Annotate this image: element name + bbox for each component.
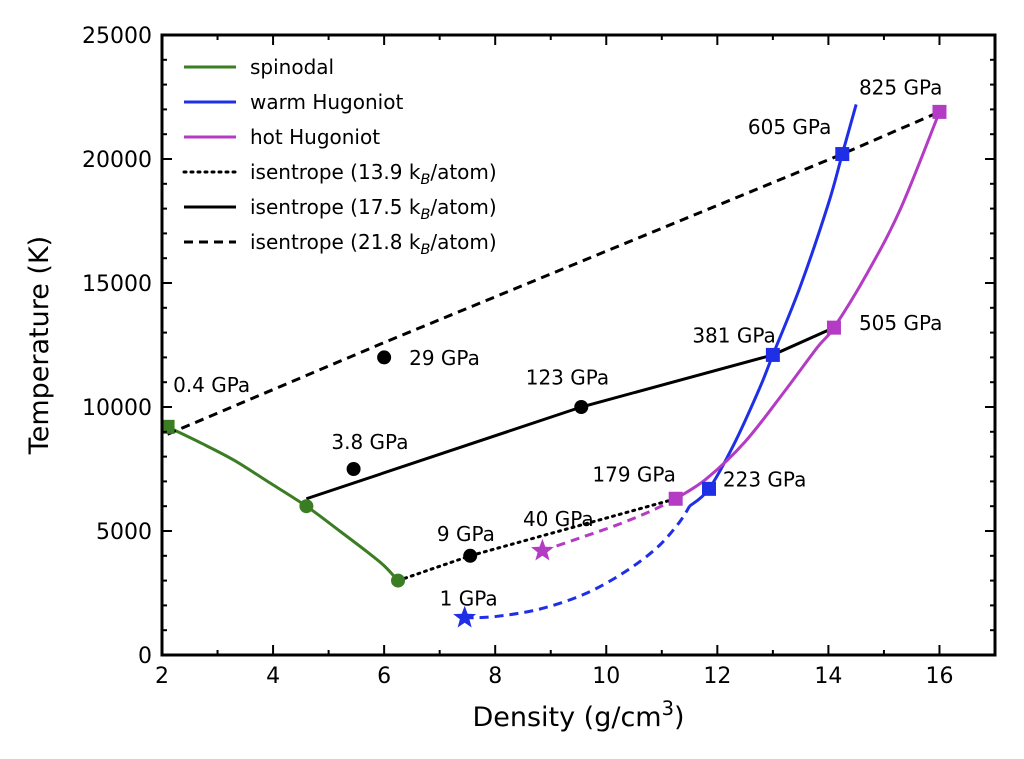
plot-frame: [160, 33, 997, 657]
marker-square-12: [668, 491, 683, 506]
annotation-label-505-gpa: 505 GPa: [859, 311, 942, 335]
marker-circle-3: [377, 350, 392, 365]
marker-square-11: [826, 320, 841, 335]
x-tick-label: 8: [488, 664, 502, 689]
marker-square-7: [835, 147, 850, 162]
annotation-label-123-gpa: 123 GPa: [526, 366, 609, 390]
axes-layer: 2 4 6 8 10 12 14 16 0 5000 10000 15000 20000 25000 Den…: [24, 24, 997, 733]
y-tick-label: 0: [138, 644, 152, 669]
annotation-label-381-gpa: 381 GPa: [692, 324, 775, 348]
y-tick-label: 20000: [82, 148, 152, 173]
legend-label-isentrope-17-5-k-b-atom: isentrope (17.5 kB​/atom): [250, 195, 497, 223]
marker-circle-5: [346, 462, 361, 476]
series-line-isentrope-21-8-k-b-atom: [166, 110, 941, 436]
y-tick-label: 15000: [82, 272, 152, 297]
series-line-hot-hugoniot: [674, 111, 941, 501]
legend-label-isentrope-21-8-k-b-atom: isentrope (21.8 kB​/atom): [250, 230, 497, 258]
annotation-label-223-gpa: 223 GPa: [723, 467, 806, 491]
marker-star-14: [531, 538, 554, 561]
annotation-label-605-gpa: 605 GPa: [748, 115, 831, 139]
annotation-label-9-gpa: 9 GPa: [437, 522, 495, 546]
marker-square-2: [160, 419, 175, 434]
annotation-label-179-gpa: 179 GPa: [592, 462, 675, 486]
legend: spinodal warm Hugoniot hot Hugoniot isentro…: [182, 55, 497, 258]
annotation-label-29-gpa: 29 GPa: [409, 346, 480, 370]
marker-circle-4: [574, 400, 589, 414]
annotation-label-40-gpa: 40 GPa: [523, 507, 594, 531]
y-tick-label: 10000: [82, 396, 152, 421]
legend-label-isentrope-13-9-k-b-atom: isentrope (13.9 kB​/atom): [250, 160, 497, 188]
series-line-warm-hugoniot: [688, 104, 858, 508]
annotation-label-825-gpa: 825 GPa: [859, 76, 942, 100]
x-tick-label: 4: [266, 664, 280, 689]
marker-square-10: [932, 104, 947, 119]
series-line-hot-hugoniot-dashed: [541, 497, 677, 553]
annotation-label-3-8-gpa: 3.8 GPa: [331, 430, 408, 454]
x-tick-label: 2: [155, 664, 169, 689]
marker-star-13: [453, 605, 477, 628]
annotation-label-0-4-gpa: 0.4 GPa: [173, 373, 250, 397]
x-tick-label: 10: [592, 664, 620, 689]
series-line-isentrope-17-5-k-b-atom: [305, 326, 835, 501]
y-axis-title: Temperature (K): [24, 236, 55, 455]
marker-circle-6: [463, 548, 478, 563]
marker-square-9: [702, 481, 717, 496]
x-tick-label: 14: [814, 664, 842, 689]
legend-label-warm-hugoniot: warm Hugoniot: [250, 90, 403, 114]
series-line-warm-hugoniot-dashed: [464, 505, 691, 620]
marker-circle-1: [391, 573, 406, 588]
x-tick-label: 6: [377, 664, 391, 689]
y-tick-label: 25000: [82, 24, 152, 49]
y-tick-label: 5000: [96, 520, 152, 545]
x-axis-title: Density (g/cm3​): [472, 697, 684, 733]
x-tick-label: 16: [925, 664, 953, 689]
plot-layer: 825 GPa 605 GPa 505 GPa 381 GPa 29 GPa 123 GP…: [160, 76, 947, 628]
legend-label-spinodal: spinodal: [250, 55, 334, 79]
marker-square-8: [765, 347, 780, 362]
annotation-label-1-gpa: 1 GPa: [440, 586, 498, 610]
marker-circle-0: [299, 499, 314, 514]
x-tick-label: 12: [703, 664, 731, 689]
legend-label-hot-hugoniot: hot Hugoniot: [250, 125, 380, 149]
